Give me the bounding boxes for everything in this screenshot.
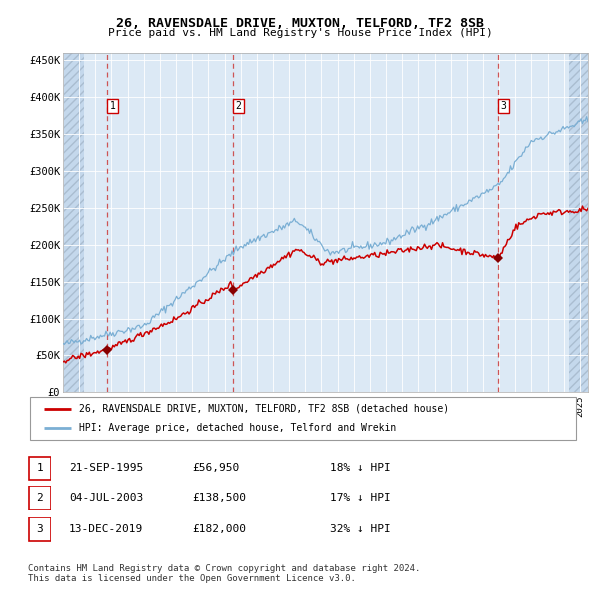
Text: HPI: Average price, detached house, Telford and Wrekin: HPI: Average price, detached house, Telf… [79, 423, 397, 433]
FancyBboxPatch shape [29, 486, 50, 510]
Text: Contains HM Land Registry data © Crown copyright and database right 2024.
This d: Contains HM Land Registry data © Crown c… [28, 563, 421, 583]
Text: £138,500: £138,500 [192, 493, 246, 503]
Text: 18% ↓ HPI: 18% ↓ HPI [330, 464, 391, 473]
Text: 2: 2 [36, 493, 43, 503]
Text: 32% ↓ HPI: 32% ↓ HPI [330, 525, 391, 534]
Text: £182,000: £182,000 [192, 525, 246, 534]
Text: 17% ↓ HPI: 17% ↓ HPI [330, 493, 391, 503]
Text: 04-JUL-2003: 04-JUL-2003 [69, 493, 143, 503]
Text: 3: 3 [36, 525, 43, 534]
Text: 26, RAVENSDALE DRIVE, MUXTON, TELFORD, TF2 8SB (detached house): 26, RAVENSDALE DRIVE, MUXTON, TELFORD, T… [79, 404, 449, 414]
Text: 21-SEP-1995: 21-SEP-1995 [69, 464, 143, 473]
FancyBboxPatch shape [30, 397, 576, 440]
Text: 26, RAVENSDALE DRIVE, MUXTON, TELFORD, TF2 8SB: 26, RAVENSDALE DRIVE, MUXTON, TELFORD, T… [116, 17, 484, 30]
FancyBboxPatch shape [29, 457, 50, 480]
Text: 3: 3 [501, 101, 506, 111]
FancyBboxPatch shape [29, 517, 50, 541]
Text: 2: 2 [235, 101, 241, 111]
Text: Price paid vs. HM Land Registry's House Price Index (HPI): Price paid vs. HM Land Registry's House … [107, 28, 493, 38]
Text: 1: 1 [109, 101, 115, 111]
Text: 1: 1 [36, 464, 43, 473]
Bar [569, 53, 588, 392]
Text: £56,950: £56,950 [192, 464, 239, 473]
Bar [63, 53, 84, 392]
Text: 13-DEC-2019: 13-DEC-2019 [69, 525, 143, 534]
